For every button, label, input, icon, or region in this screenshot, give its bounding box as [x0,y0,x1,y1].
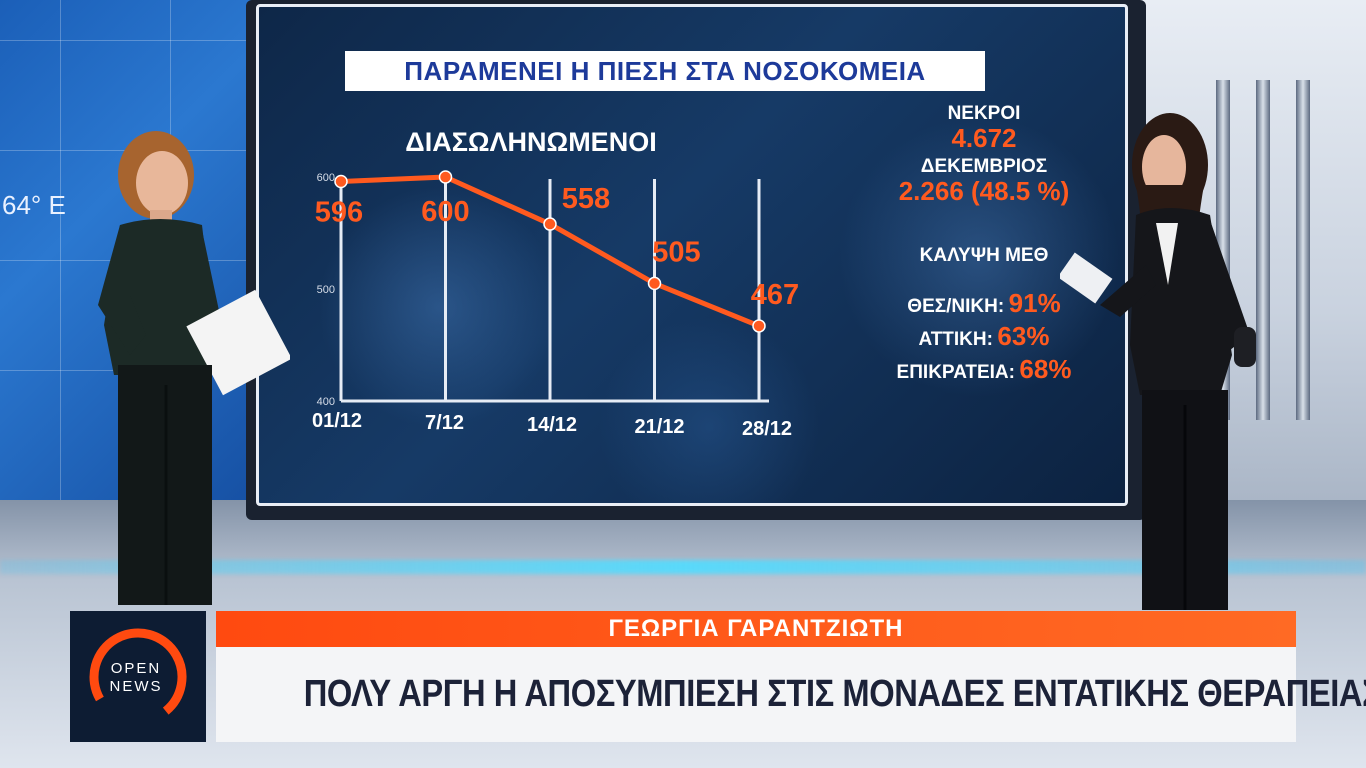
studio-floor-glow [0,560,1366,574]
region-row: ΑΤΤΙΚΗ: 63% [859,322,1109,355]
presenter-name-bar: ΓΕΩΡΓΙΑ ΓΑΡΑΝΤΖΙΩΤΗ [216,611,1296,647]
data-point [647,276,662,291]
channel-logo: OPEN NEWS [70,611,206,742]
region-list: ΘΕΣ/ΝΙΚΗ: 91% ΑΤΤΙΚΗ: 63% ΕΠΙΚΡΑΤΕΙΑ: 68… [859,289,1109,388]
region-label: ΑΤΤΙΚΗ: [918,329,993,350]
data-label: 596 [315,196,363,228]
region-row: ΕΠΙΚΡΑΤΕΙΑ: 68% [859,355,1109,388]
video-wall: ΠΑΡΑΜΕΝΕΙ Η ΠΙΕΣΗ ΣΤΑ ΝΟΣΟΚΟΜΕΙΑ ΔΙΑΣΩΛΗ… [246,0,1146,520]
data-point [334,174,348,189]
y-tick-label: 500 [317,284,335,296]
wall-degree-text: 64° E [2,190,66,220]
y-tick-label: 600 [317,172,335,184]
headline-bar: ΠΟΛΥ ΑΡΓΗ Η ΑΠΟΣΥΜΠΙΕΣΗ ΣΤΙΣ ΜΟΝΑΔΕΣ ΕΝΤ… [216,647,1366,742]
region-label: ΘΕΣ/ΝΙΚΗ: [907,296,1005,317]
stats-panel: ΝΕΚΡΟΙ 4.672 ΔΕΚΕΜΒΡΙΟΣ 2.266 (48.5 %) Κ… [859,103,1109,388]
region-value: 91% [1008,288,1061,318]
x-tick-label: 21/12 [634,416,684,438]
icu-intubated-line-chart: ΔΙΑΣΩΛΗΝΩΜΕΝΟΙ 400 500 600 596 600 558 505 467… [312,127,799,440]
x-tick-label: 01/12 [312,410,362,432]
region-row: ΘΕΣ/ΝΙΚΗ: 91% [859,289,1109,322]
deaths-label: ΝΕΚΡΟΙ [947,103,1021,124]
icu-coverage-label: ΚΑΛΥΨΗ ΜΕΘ [919,245,1049,266]
december-value: 2.266 (48.5 %) [898,176,1070,206]
data-point [543,217,557,231]
data-label: 467 [751,279,799,311]
data-point [438,170,453,184]
data-label: 505 [652,236,700,268]
x-tick-label: 14/12 [527,414,577,436]
region-value: 63% [997,321,1050,351]
y-tick-label: 400 [317,396,335,408]
presenter-left [98,131,290,605]
presenter-right [1060,113,1256,610]
deaths-value: 4.672 [951,123,1017,153]
region-value: 68% [1019,354,1072,384]
x-tick-label: 28/12 [742,418,792,440]
logo-news-text: NEWS [110,678,163,695]
x-tick-label: 7/12 [425,412,464,434]
data-point [752,319,766,333]
data-label: 600 [421,196,469,228]
open-news-logo-icon: OPEN NEWS [89,628,187,726]
region-label: ΕΠΙΚΡΑΤΕΙΑ: [896,362,1015,383]
screen-title: ΠΑΡΑΜΕΝΕΙ Η ΠΙΕΣΗ ΣΤΑ ΝΟΣΟΚΟΜΕΙΑ [345,51,985,91]
chart-title: ΔΙΑΣΩΛΗΝΩΜΕΝΟΙ [405,127,656,157]
video-wall-display: ΠΑΡΑΜΕΝΕΙ Η ΠΙΕΣΗ ΣΤΑ ΝΟΣΟΚΟΜΕΙΑ ΔΙΑΣΩΛΗ… [256,4,1128,506]
presenter-name: ΓΕΩΡΓΙΑ ΓΑΡΑΝΤΖΙΩΤΗ [608,615,904,642]
december-label: ΔΕΚΕΜΒΡΙΟΣ [920,156,1048,177]
data-label: 558 [562,183,610,215]
headline-text: ΠΟΛΥ ΑΡΓΗ Η ΑΠΟΣΥΜΠΙΕΣΗ ΣΤΙΣ ΜΟΝΑΔΕΣ ΕΝΤ… [303,673,1366,715]
logo-open-text: OPEN [111,660,162,677]
